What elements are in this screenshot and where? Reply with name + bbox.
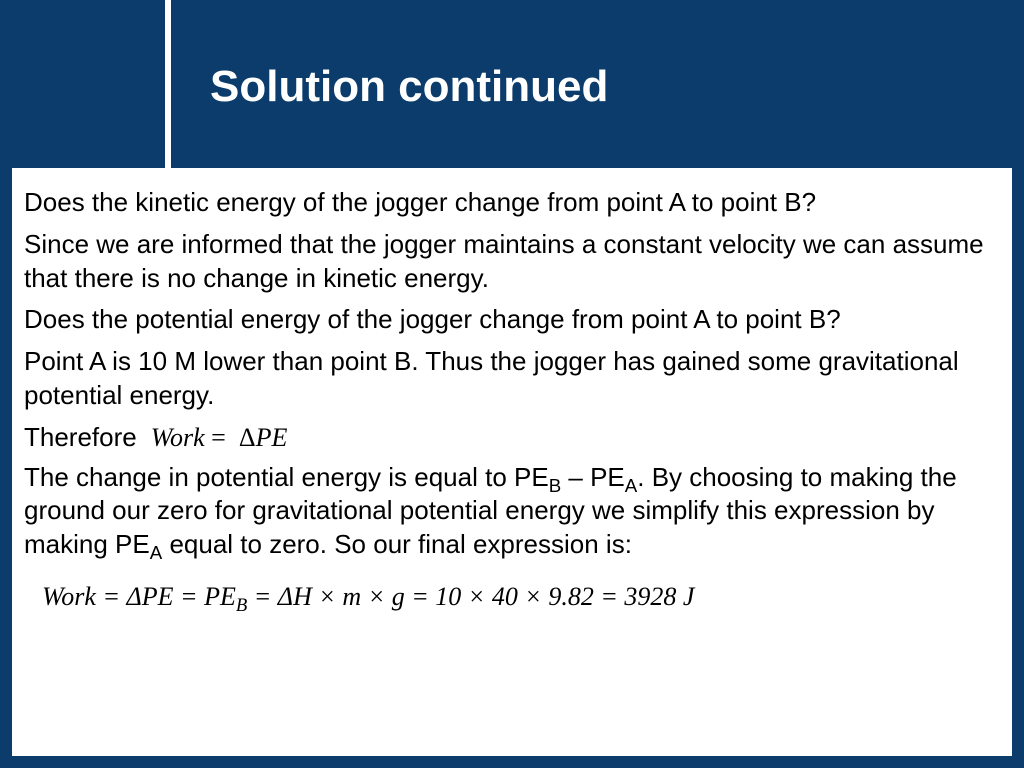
question-1: Does the kinetic energy of the jogger ch… xyxy=(24,186,1000,220)
paragraph-pe-explain: The change in potential energy is equal … xyxy=(24,461,1000,562)
slide-title: Solution continued xyxy=(210,62,608,112)
therefore-label: Therefore xyxy=(24,421,137,455)
slide-content: Does the kinetic energy of the jogger ch… xyxy=(12,168,1012,756)
content-frame: Does the kinetic energy of the jogger ch… xyxy=(0,168,1024,768)
answer-1: Since we are informed that the jogger ma… xyxy=(24,228,1000,296)
slide: Solution continued Does the kinetic ener… xyxy=(0,0,1024,768)
answer-2: Point A is 10 M lower than point B. Thus… xyxy=(24,345,1000,413)
question-2: Does the potential energy of the jogger … xyxy=(24,303,1000,337)
therefore-row: Therefore Work = ΔPE xyxy=(24,421,1000,455)
header-divider xyxy=(165,0,171,168)
equation-final: Work = ΔPE = PEB = ΔH × m × g = 10 × 40 … xyxy=(24,582,1000,612)
slide-header: Solution continued xyxy=(0,0,1024,168)
equation-work-dpe: Work = ΔPE xyxy=(151,423,288,453)
